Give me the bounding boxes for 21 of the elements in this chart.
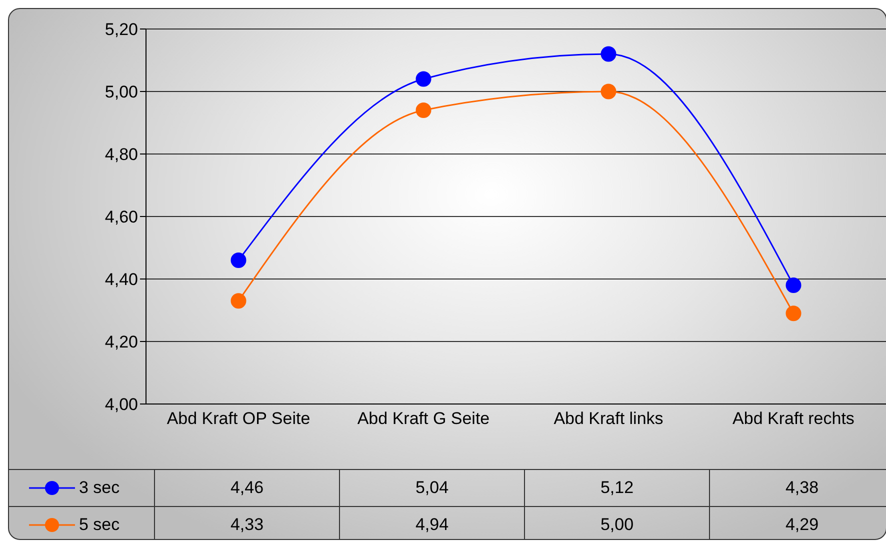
y-tick-label: 4,60: [104, 208, 138, 227]
legend-label: 3 sec: [79, 478, 120, 498]
x-tick-label: Abd Kraft OP Seite: [166, 409, 310, 428]
x-tick-label: Abd Kraft G Seite: [357, 409, 490, 428]
y-tick-label: 4,80: [104, 145, 138, 164]
legend-label: 5 sec: [79, 515, 120, 535]
data-label: 5,04: [339, 470, 524, 506]
y-tick-label: 5,20: [104, 20, 138, 40]
y-tick-label: 5,00: [104, 82, 138, 102]
data-label: 4,94: [414, 514, 450, 536]
x-tick-label: Abd Kraft rechts: [732, 409, 854, 428]
y-tick-label: 4,20: [104, 332, 138, 352]
data-label: 4,38: [709, 470, 886, 506]
x-tick-label: Abd Kraft links: [554, 409, 664, 428]
y-tick-label: 4,00: [104, 395, 138, 414]
data-label: 4,33: [229, 514, 265, 536]
data-label: 4,29: [784, 514, 820, 536]
data-label: 4,46: [154, 470, 339, 506]
data-label: 5,12: [524, 470, 709, 506]
y-tick-label: 4,40: [104, 270, 138, 290]
data-label: 5,00: [599, 514, 635, 536]
